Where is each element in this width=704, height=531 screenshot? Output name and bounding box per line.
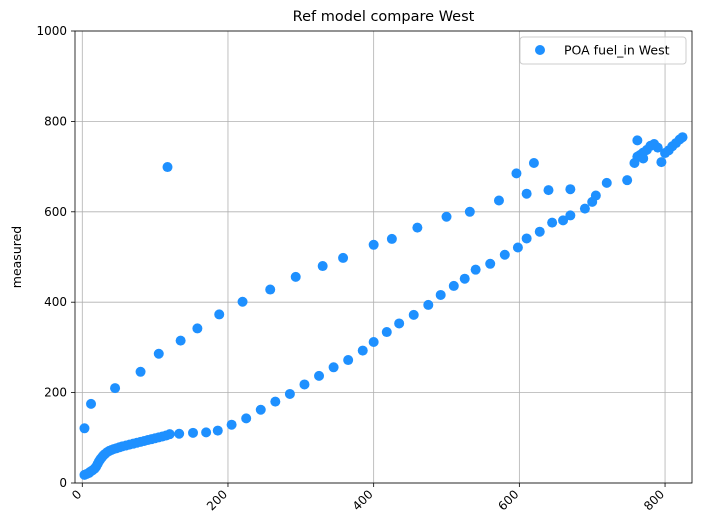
data-point	[528, 157, 539, 168]
plot-frame	[74, 30, 693, 484]
data-point	[512, 242, 523, 253]
data-point	[423, 299, 434, 310]
y-tick-label: 400	[44, 295, 67, 309]
data-point	[241, 413, 252, 424]
data-point	[565, 184, 576, 195]
data-point	[485, 258, 496, 269]
data-point	[386, 233, 397, 244]
x-tick-label: 0	[69, 487, 84, 502]
legend: POA fuel_in West	[519, 36, 687, 65]
data-point	[299, 379, 310, 390]
data-point	[343, 355, 354, 366]
data-point	[338, 252, 349, 263]
x-tick-label: 800	[641, 487, 667, 513]
data-point	[290, 271, 301, 282]
y-tick-label: 800	[44, 114, 67, 128]
y-axis-ticks: 0 200 400 600 800 1000	[36, 24, 75, 490]
data-point	[284, 388, 295, 399]
data-point	[435, 289, 446, 300]
data-point	[656, 157, 667, 168]
data-point	[394, 318, 405, 329]
data-point	[214, 309, 225, 320]
data-point	[188, 427, 199, 438]
legend-label: POA fuel_in West	[564, 43, 670, 58]
data-point	[201, 427, 212, 438]
data-point	[314, 370, 325, 381]
data-point	[86, 398, 97, 409]
data-point	[192, 323, 203, 334]
data-point	[543, 185, 554, 196]
grid-lines	[75, 30, 692, 484]
y-tick-label: 200	[44, 386, 67, 400]
data-point	[493, 195, 504, 206]
y-tick-label: 0	[59, 476, 67, 490]
data-point	[328, 362, 339, 373]
data-point	[464, 206, 475, 217]
data-point	[174, 428, 185, 439]
x-tick-label: 400	[350, 487, 376, 513]
data-point	[255, 404, 266, 415]
data-point	[175, 335, 186, 346]
legend-marker	[535, 45, 545, 55]
data-point	[226, 419, 237, 430]
data-point	[412, 222, 423, 233]
y-axis-label: measured	[9, 226, 24, 288]
data-point	[110, 383, 121, 394]
data-point	[381, 327, 392, 338]
data-point	[162, 162, 173, 173]
data-point	[622, 175, 633, 186]
data-point	[565, 210, 576, 221]
x-axis-ticks: 0 200 400 600 800	[69, 483, 667, 513]
chart-title: Ref model compare West	[293, 9, 475, 25]
data-point	[79, 423, 90, 434]
x-tick-label: 600	[495, 487, 521, 513]
data-point	[212, 425, 223, 436]
data-point	[638, 153, 649, 164]
data-point	[534, 226, 545, 237]
data-point	[632, 135, 643, 146]
data-point	[408, 309, 419, 320]
data-point	[368, 239, 379, 250]
y-tick-label: 1000	[36, 24, 67, 38]
data-point	[441, 211, 452, 222]
data-point	[164, 429, 175, 440]
data-point	[153, 348, 164, 359]
data-point	[237, 296, 248, 307]
data-point	[677, 132, 688, 143]
data-point	[357, 345, 368, 356]
data-point	[317, 261, 328, 272]
data-point	[135, 366, 146, 377]
y-tick-label: 600	[44, 205, 67, 219]
data-point	[499, 249, 510, 260]
data-point	[590, 190, 601, 201]
data-point	[521, 188, 532, 199]
legend-box	[519, 36, 687, 65]
data-point	[511, 168, 522, 179]
data-point	[579, 203, 590, 214]
data-point	[521, 233, 532, 244]
data-point	[368, 336, 379, 347]
x-tick-label: 200	[204, 487, 230, 513]
data-point	[652, 142, 663, 153]
data-point	[448, 280, 459, 291]
data-points	[79, 132, 688, 480]
data-point	[558, 215, 569, 226]
data-point	[601, 177, 612, 188]
data-point	[470, 264, 481, 275]
data-point	[547, 217, 558, 228]
data-point	[459, 273, 470, 284]
data-point	[265, 284, 276, 295]
data-point	[270, 396, 281, 407]
